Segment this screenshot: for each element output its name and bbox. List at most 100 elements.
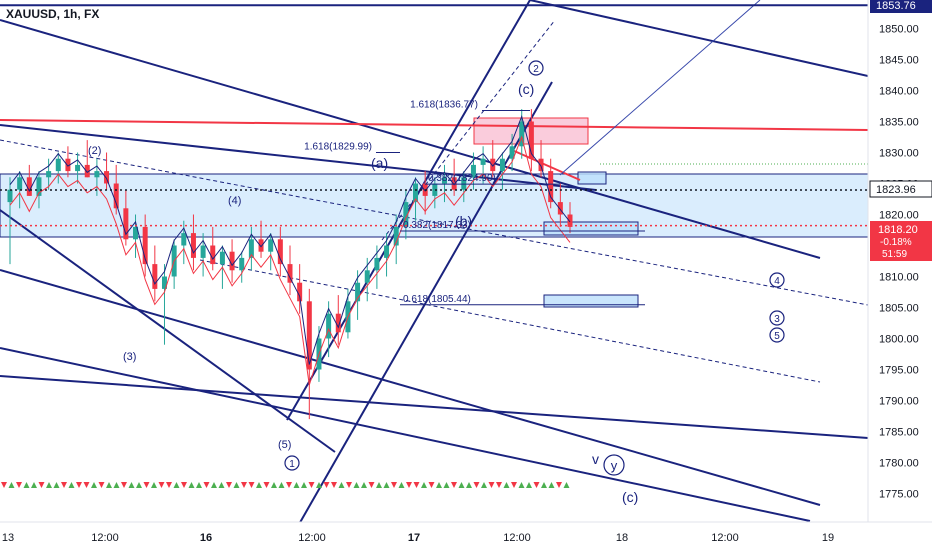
- candle-body: [113, 183, 119, 209]
- wave-label: (c): [518, 81, 534, 97]
- wave-label: (b): [455, 213, 472, 229]
- signal-marker: [533, 482, 540, 488]
- candle-body: [548, 171, 554, 203]
- signal-marker: [46, 482, 52, 488]
- candle-body: [567, 214, 573, 227]
- candle-body: [94, 171, 100, 178]
- dashed-channel: [199, 259, 821, 383]
- circled-label: 4: [769, 272, 785, 288]
- wave-label: (2): [88, 145, 101, 157]
- dashed-channel: [0, 139, 868, 306]
- candle-body: [210, 245, 216, 265]
- candle-body: [123, 208, 129, 240]
- wave-label: (c): [622, 489, 638, 505]
- candle-body: [403, 202, 409, 227]
- y-tick-label: 1835.00: [879, 117, 919, 129]
- candle-body: [181, 233, 187, 246]
- signal-marker: [233, 482, 240, 488]
- signal-marker: [68, 482, 75, 488]
- candle-body: [84, 164, 90, 178]
- price-axis[interactable]: 1850.001845.001840.001835.001830.001825.…: [867, 0, 932, 522]
- signal-marker: [16, 482, 22, 488]
- signal-marker: [226, 482, 232, 488]
- trend-line: [511, 149, 581, 181]
- signal-marker: [293, 482, 300, 488]
- signal-marker: [361, 482, 367, 488]
- signal-marker: [248, 482, 255, 488]
- svg-text:4: 4: [774, 276, 780, 287]
- candle-body: [200, 245, 206, 258]
- candle-body: [287, 264, 293, 283]
- signal-markers: [1, 482, 570, 488]
- signal-marker: [406, 482, 412, 488]
- countdown-label: 51:59: [882, 249, 907, 260]
- signal-marker: [548, 482, 555, 488]
- candle-body: [190, 233, 196, 258]
- signal-marker: [458, 482, 465, 488]
- signal-marker: [331, 482, 337, 488]
- signal-marker: [421, 482, 427, 488]
- y-tick-label: 1810.00: [879, 272, 919, 284]
- ma-line-red: [9, 135, 571, 386]
- signal-marker: [181, 482, 187, 488]
- target-box-c: [543, 294, 639, 308]
- wave-label: v: [592, 451, 599, 467]
- y-tick-label: 1800.00: [879, 334, 919, 346]
- candle-body: [152, 264, 158, 289]
- signal-marker: [338, 482, 345, 488]
- circled-label: 3: [769, 310, 785, 326]
- signal-marker: [518, 482, 525, 488]
- top-price-badge: [870, 0, 932, 13]
- signal-marker: [271, 482, 277, 488]
- signal-marker: [346, 482, 352, 488]
- x-tick-label: 12:00: [91, 532, 119, 544]
- signal-marker: [541, 482, 547, 488]
- candle-body: [229, 251, 235, 271]
- trend-line: [0, 269, 821, 506]
- candle-body: [326, 313, 332, 339]
- candle-body: [441, 177, 447, 184]
- candle-body: [480, 158, 486, 165]
- signal-marker: [443, 482, 450, 488]
- signal-marker: [368, 482, 375, 488]
- candle-body: [528, 121, 534, 159]
- fib-levels: 1.618(1836.77) 1.618(1829.99) 0.382(1824.9…: [304, 100, 645, 306]
- chart-plot-area[interactable]: 1.618(1836.77) 1.618(1829.99) 0.382(1824.9…: [0, 0, 868, 540]
- signal-marker: [398, 482, 405, 488]
- signal-marker: [481, 482, 487, 488]
- signal-marker: [83, 482, 90, 488]
- y-tick-label: 1850.00: [879, 24, 919, 36]
- signal-marker: [511, 482, 517, 488]
- signal-marker: [263, 482, 270, 488]
- signal-marker: [556, 482, 562, 488]
- time-axis[interactable]: 13 12:00 16 12:00 17 12:00 18 12:00 19: [0, 521, 932, 544]
- signal-marker: [53, 482, 60, 488]
- dashed-lines: [0, 19, 868, 383]
- signal-marker: [121, 482, 127, 488]
- horizontal-levels: [0, 4, 868, 227]
- signal-marker: [413, 482, 420, 488]
- signal-marker: [196, 482, 202, 488]
- signal-marker: [151, 482, 157, 488]
- signal-marker: [8, 482, 15, 488]
- signal-marker: [323, 482, 330, 488]
- circled-labels: 2 1 4 3 5 y: [284, 60, 785, 476]
- trend-line: [299, 81, 553, 522]
- candle-body: [384, 245, 390, 258]
- x-tick-label: 12:00: [298, 532, 326, 544]
- target-box-mid: [577, 171, 607, 185]
- candle-body: [461, 177, 467, 190]
- x-tick-label: 16: [200, 532, 212, 544]
- y-tick-label: 1830.00: [879, 148, 919, 160]
- trend-line: [0, 119, 868, 131]
- signal-marker: [143, 482, 150, 488]
- candle-body: [432, 183, 438, 196]
- signal-marker: [353, 482, 360, 488]
- svg-text:3: 3: [774, 314, 780, 325]
- signal-marker: [496, 482, 502, 488]
- trend-line: [286, 0, 531, 421]
- current-price-badge: [869, 180, 932, 198]
- signal-marker: [1, 482, 7, 488]
- signal-marker: [278, 482, 285, 488]
